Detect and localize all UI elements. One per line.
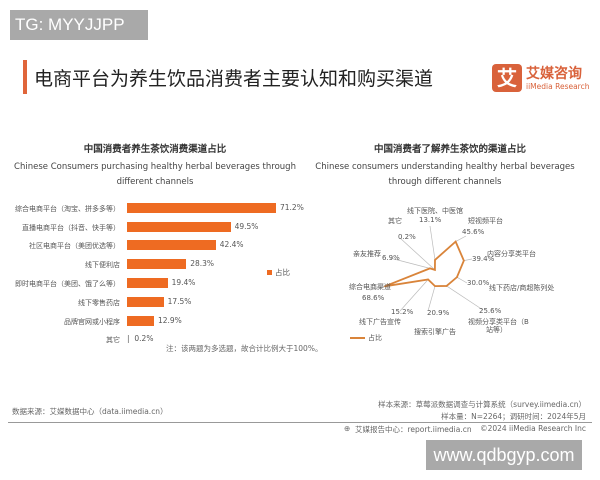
radar-cat-label: 亲友推荐 — [353, 250, 381, 258]
bar-value-label: 28.3% — [190, 259, 215, 268]
radar-cat-label: 其它 — [388, 217, 402, 225]
report-center: 艾媒报告中心：report.iimedia.cn — [355, 425, 472, 434]
bar-category-label: 线下便利店 — [85, 261, 120, 269]
radar-cat-label: 线下广告宣传 — [359, 318, 401, 326]
watermark-bottom: www.qdbgyp.com — [426, 440, 582, 470]
bar — [127, 297, 164, 307]
bar-chart-title: 中国消费者养生茶饮消费渠道占比 — [83, 144, 227, 155]
bar-category-label: 即时电商平台（美团、饿了么等） — [15, 280, 120, 288]
radar-point — [456, 276, 458, 278]
radar-leader-line — [399, 237, 436, 271]
radar-leader-line — [399, 279, 429, 312]
radar-point — [454, 240, 457, 243]
chart-note: 注：该两题为多选题，故合计比例大于100%。 — [166, 344, 323, 353]
legend-label: 占比 — [275, 268, 290, 277]
data-source: 数据来源：艾媒数据中心（data.iimedia.cn） — [12, 407, 168, 416]
logo-text-cn: 艾媒咨询 — [526, 66, 582, 82]
bar-value-label: 12.9% — [157, 316, 182, 325]
bar-value-label: 71.2% — [280, 203, 304, 212]
bar — [127, 203, 276, 213]
radar-value-label: 6.9% — [382, 254, 400, 262]
bar — [127, 278, 168, 288]
radar-point — [445, 285, 448, 287]
radar-cat-label: 内容分享类平台 — [487, 250, 536, 258]
radar-point — [429, 267, 431, 270]
radar-point — [427, 278, 429, 281]
bar — [127, 316, 154, 326]
radar-cat-label: 线下药店/商超陈列处 — [489, 284, 555, 292]
radar-value-label: 15.2% — [391, 308, 414, 316]
bar-value-label: 0.2% — [134, 334, 154, 343]
bar-category-label: 品牌官网或小程序 — [64, 318, 120, 326]
bar-value-label: 19.4% — [171, 278, 196, 287]
sample-source: 样本来源：草莓派数据调查与计算系统（survey.iimedia.cn） — [378, 400, 586, 409]
radar-value-label: 0.2% — [398, 233, 416, 241]
logo-icon: 艾 — [492, 64, 522, 92]
legend-swatch — [267, 270, 272, 275]
page-title: 电商平台为养生饮品消费者主要认知和购买渠道 — [34, 68, 434, 90]
legend-line — [350, 337, 365, 339]
bar: | — [127, 334, 130, 343]
radar-cat-label: 站等） — [486, 326, 507, 334]
bar-value-label: 42.4% — [219, 240, 244, 249]
radar-chart-title: 中国消费者了解养生茶饮的渠道占比 — [373, 144, 526, 155]
bar-category-label: 社区电商平台（美团优选等） — [29, 242, 120, 250]
radar-cat-label: 线下医院、中医馆 — [407, 207, 463, 215]
radar-leader-line — [427, 285, 436, 312]
bar-category-label: 直播电商平台（抖音、快手等） — [22, 224, 120, 232]
globe-icon: ⊕ — [344, 424, 351, 433]
radar-point — [383, 285, 386, 288]
logo-text-en: iiMedia Research — [526, 82, 590, 91]
footer-divider — [8, 422, 592, 423]
bar-category-label: 其它 — [106, 336, 120, 344]
title-accent-bar — [23, 60, 27, 94]
radar-cat-label: 视频分享类平台（B — [468, 318, 529, 326]
radar-value-label: 20.9% — [427, 309, 450, 317]
radar-value-label: 39.4% — [472, 255, 495, 263]
radar-leader-line — [429, 225, 436, 260]
radar-value-label: 25.6% — [479, 307, 502, 315]
bar — [127, 222, 231, 232]
radar-leader-line — [463, 258, 473, 261]
bar — [127, 240, 216, 250]
radar-cat-label: 综合电商渠道 — [349, 283, 391, 291]
legend-label: 占比 — [368, 334, 382, 342]
radar-point — [434, 269, 436, 271]
radar-leader-line — [446, 285, 484, 311]
sample-size: 样本量：N=2264；调研时间：2024年5月 — [441, 412, 586, 421]
radar-point — [434, 259, 436, 261]
radar-value-label: 13.1% — [419, 216, 442, 224]
radar-cat-label: 搜索引擎广告 — [414, 328, 456, 336]
watermark-top: TG: MYYJJPP — [10, 10, 148, 40]
bar-category-label: 线下零售药店 — [78, 299, 120, 307]
bar-value-label: 17.5% — [167, 297, 192, 306]
radar-leader-line — [369, 285, 385, 291]
bar — [127, 259, 187, 269]
radar-value-label: 30.0% — [467, 279, 490, 287]
radar-leader-line — [455, 235, 467, 242]
radar-leader-line — [456, 276, 468, 284]
bar-chart-subtitle: Chinese Consumers purchasing healthy her… — [14, 162, 296, 187]
radar-series-line — [384, 240, 465, 288]
radar-chart-subtitle: Chinese consumers understanding healthy … — [315, 162, 575, 187]
radar-point — [463, 259, 465, 262]
bar-category-label: 综合电商平台（淘宝、拼多多等） — [15, 205, 120, 213]
radar-value-label: 45.6% — [462, 228, 485, 236]
radar-value-label: 68.6% — [362, 294, 385, 302]
radar-cat-label: 短视频平台 — [468, 217, 503, 225]
radar-leader-line — [389, 257, 431, 269]
copyright: ©2024 iiMedia Research Inc — [480, 424, 586, 433]
radar-point — [434, 285, 436, 287]
bar-value-label: 49.5% — [234, 222, 259, 231]
